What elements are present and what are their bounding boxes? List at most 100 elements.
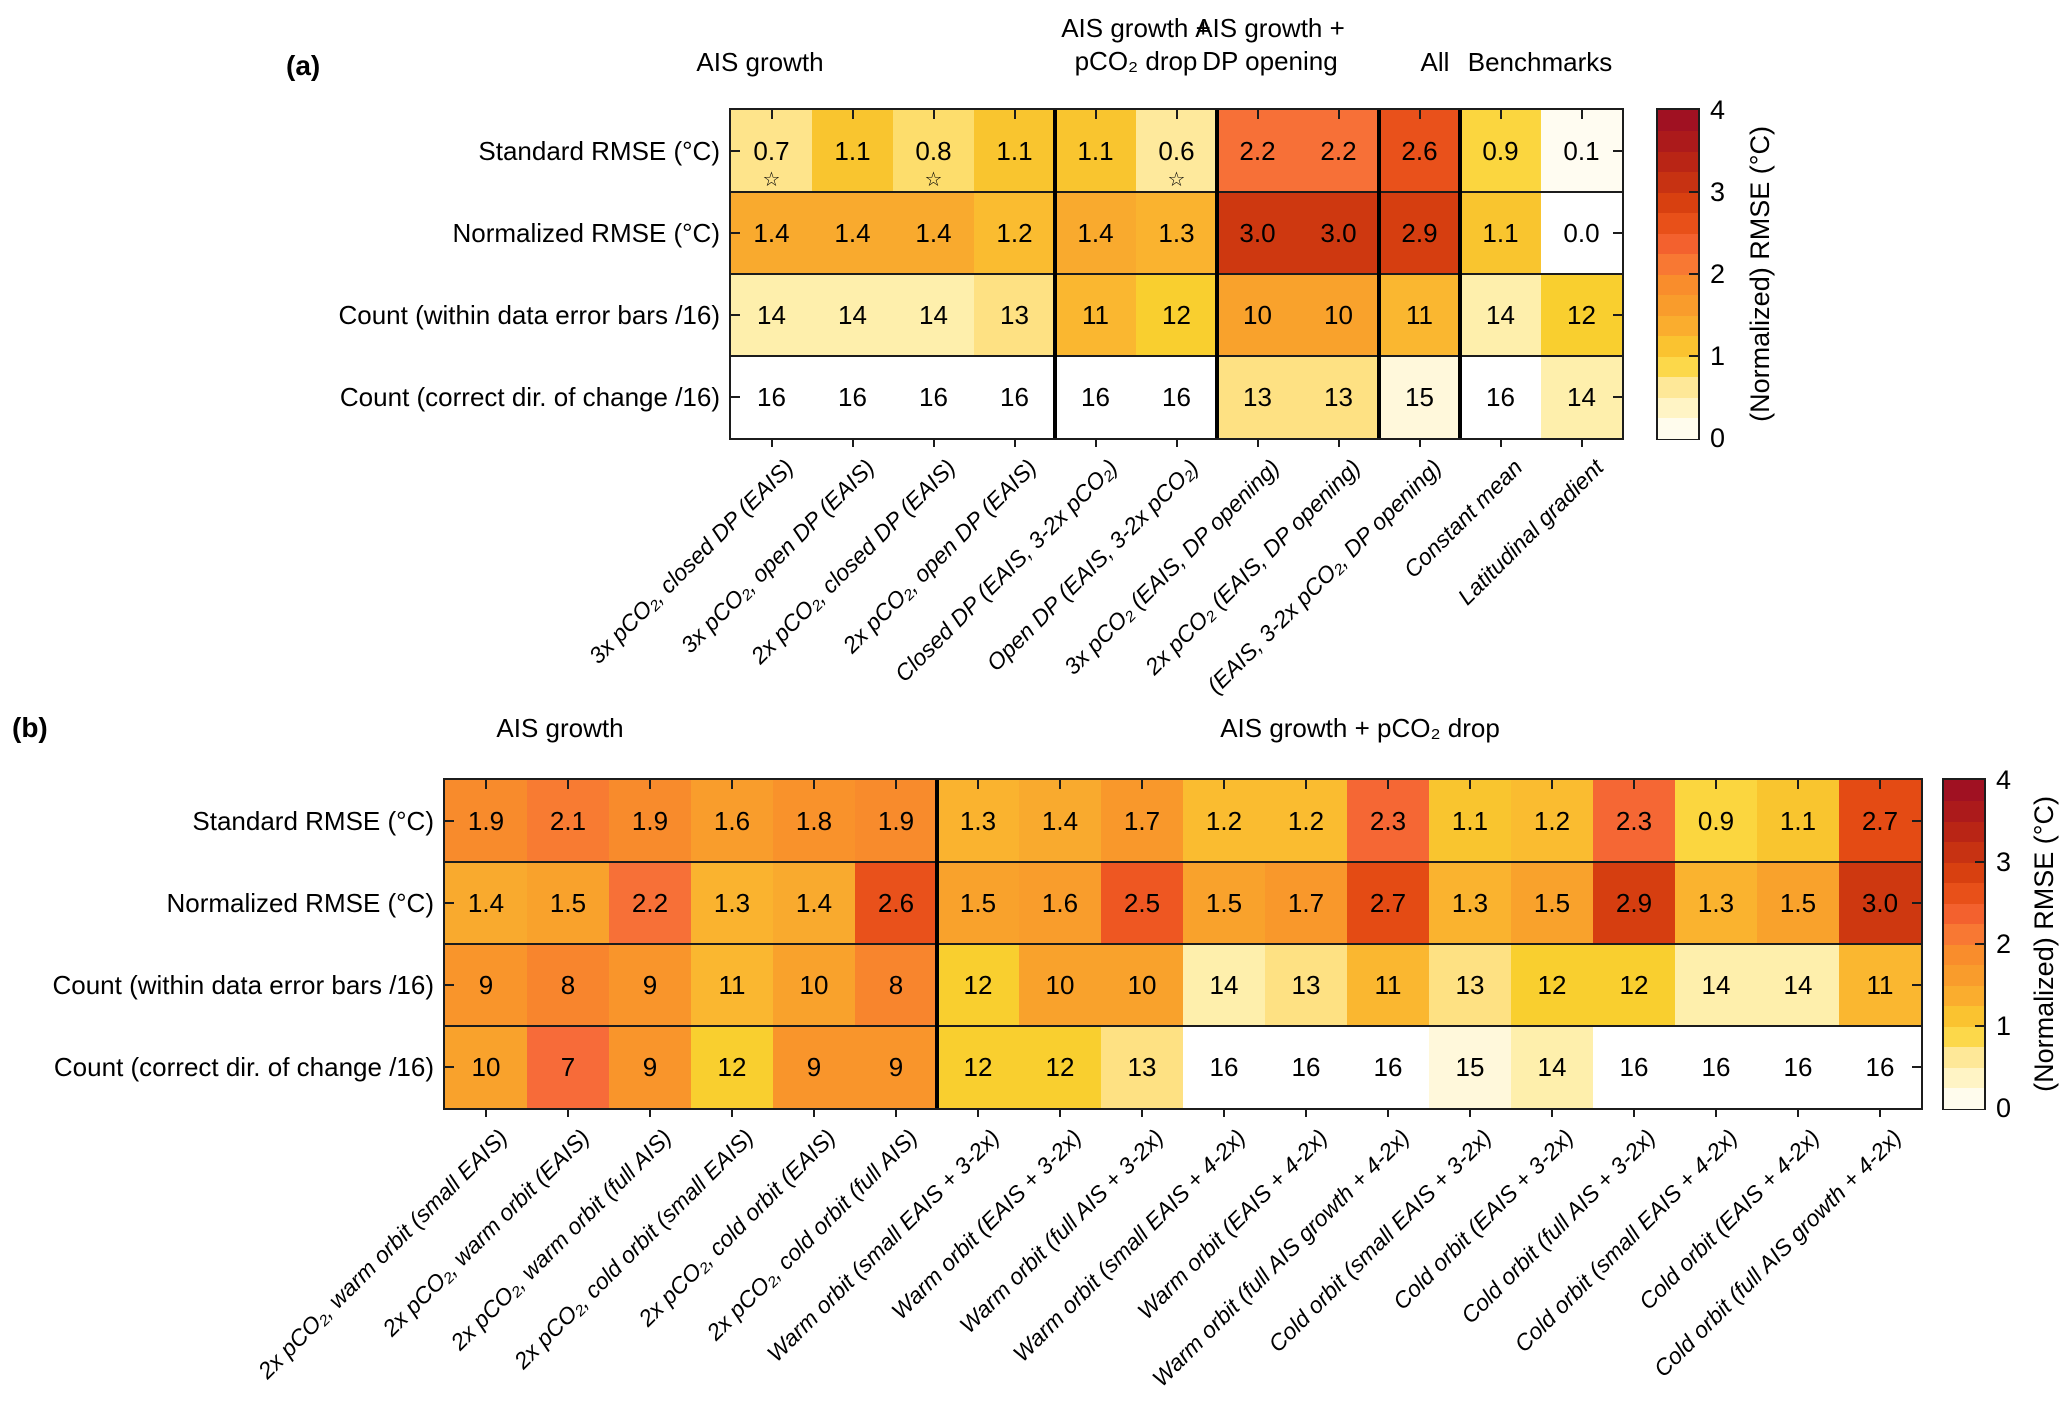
cell-value: 16 xyxy=(1619,1051,1649,1082)
cell-value: 1.5 xyxy=(549,887,587,918)
tick-mark xyxy=(1499,110,1502,119)
heatmap-cell: 16 xyxy=(812,356,893,438)
tick-mark xyxy=(1613,314,1622,316)
tick-mark xyxy=(445,820,454,822)
cell-value: 16 xyxy=(757,381,786,412)
row-separator xyxy=(445,943,1921,945)
tick-mark xyxy=(1305,1108,1307,1117)
cell-value: 1.7 xyxy=(1123,805,1161,836)
tick-mark xyxy=(649,1108,651,1117)
tick-mark xyxy=(1387,1108,1389,1117)
cell-value: 16 xyxy=(919,381,948,412)
cell-value: 13 xyxy=(1455,969,1485,1000)
cell-value: 14 xyxy=(838,299,867,330)
tick-mark xyxy=(932,438,935,447)
heatmap-cell: 14 xyxy=(1460,274,1541,356)
tick-mark xyxy=(1912,1066,1921,1068)
tick-mark xyxy=(770,110,773,119)
cell-value: 12 xyxy=(1619,969,1649,1000)
tick-mark xyxy=(1013,110,1016,119)
colorbar-band xyxy=(1944,923,1984,945)
heatmap-cell: 1.3 xyxy=(1675,862,1757,944)
heatmap-cell: 1.5 xyxy=(1183,862,1265,944)
heatmap-cell: 0.0 xyxy=(1541,192,1622,274)
heatmap-cell: 1.2 xyxy=(1511,780,1593,862)
colorbar-tick-label: 4 xyxy=(1996,765,2012,795)
tick-mark xyxy=(932,110,935,119)
row-label: Count (within data error bars /16) xyxy=(338,300,720,330)
row-separator xyxy=(731,355,1622,357)
cell-value: 1.4 xyxy=(915,217,952,248)
cell-value: 1.5 xyxy=(1533,887,1571,918)
cell-value: 1.1 xyxy=(1077,135,1114,166)
cell-value: 13 xyxy=(1127,1051,1157,1082)
colorbar-band xyxy=(1944,780,1984,801)
heatmap-cell: 8 xyxy=(527,944,609,1026)
tick-mark xyxy=(895,1108,897,1117)
colorbar-tick-label: 4 xyxy=(1710,95,1726,125)
heatmap-cell: 1.5 xyxy=(1757,862,1839,944)
heatmap-cell: 16 xyxy=(893,356,974,438)
colorbar-band xyxy=(1944,882,1984,904)
panel-label-a: (a) xyxy=(286,50,321,81)
cell-value: 11 xyxy=(1082,299,1109,330)
column-group-header: AIS growth + pCO₂ drop xyxy=(816,12,1456,78)
cell-value: 1.2 xyxy=(1533,805,1571,836)
cell-value: 10 xyxy=(1243,299,1272,330)
cell-value: 11 xyxy=(718,969,746,1000)
tick-mark xyxy=(1418,438,1421,447)
colorbar-tick-mark xyxy=(1689,355,1698,357)
heatmap-cell: 11 xyxy=(1055,274,1136,356)
column-group-header: Benchmarks xyxy=(1220,46,1860,79)
cell-value: 2.7 xyxy=(1861,805,1899,836)
tick-mark xyxy=(1551,780,1553,789)
cell-value: 2.6 xyxy=(1401,135,1438,166)
cell-value: 13 xyxy=(1243,381,1272,412)
tick-mark xyxy=(1175,110,1178,119)
cell-value: 1.4 xyxy=(834,217,871,248)
heatmap-cell: 1.1 xyxy=(1429,780,1511,862)
cell-value: 1.9 xyxy=(467,805,505,836)
colorbar-band xyxy=(1944,1046,1984,1068)
cell-value: 14 xyxy=(1783,969,1813,1000)
colorbar-band xyxy=(1658,253,1698,275)
cell-value: 1.6 xyxy=(713,805,751,836)
colorbar-band xyxy=(1944,821,1984,842)
cell-value: 2.7 xyxy=(1369,887,1407,918)
cell-value: 12 xyxy=(1537,969,1567,1000)
heatmap-cell: 2.3 xyxy=(1347,780,1429,862)
heatmap-cell: 11 xyxy=(1347,944,1429,1026)
cell-value: 0.8 xyxy=(915,135,952,166)
group-separator xyxy=(935,780,939,1108)
heatmap-cell: 14 xyxy=(1675,944,1757,1026)
colorbar-band xyxy=(1944,1087,1984,1109)
cell-value: 1.3 xyxy=(1697,887,1735,918)
heatmap-cell: 1.7 xyxy=(1101,780,1183,862)
cell-value: 0.9 xyxy=(1482,135,1519,166)
tick-mark xyxy=(731,150,740,152)
cell-value: 1.3 xyxy=(1158,217,1195,248)
colorbar-band xyxy=(1658,335,1698,357)
colorbar-band xyxy=(1658,171,1698,193)
heatmap-cell: 13 xyxy=(1298,356,1379,438)
heatmap-cell: 2.2 xyxy=(1217,110,1298,192)
heatmap-cell: 16 xyxy=(1460,356,1541,438)
heatmap-cell: 0.7 ☆ xyxy=(731,110,812,192)
colorbar-axis-label-a: (Normalized) RMSE (°C) xyxy=(1744,126,1775,422)
tick-mark xyxy=(1337,438,1340,447)
tick-mark xyxy=(1094,110,1097,119)
heatmap-cell: 3.0 xyxy=(1839,862,1921,944)
tick-mark xyxy=(1633,780,1635,789)
cell-value: 12 xyxy=(717,1051,747,1082)
cell-value: 1.1 xyxy=(834,135,871,166)
heatmap-cell: 1.3 xyxy=(1136,192,1217,274)
cell-value: 16 xyxy=(1783,1051,1813,1082)
colorbar-tick-label: 2 xyxy=(1996,929,2012,959)
panel-label-b: (b) xyxy=(12,712,48,743)
colorbar-tick-label: 0 xyxy=(1710,423,1726,453)
colorbar-tick-mark xyxy=(1689,273,1698,275)
heatmap-cell: 1.3 xyxy=(1429,862,1511,944)
cell-value: 1.2 xyxy=(1205,805,1243,836)
cell-value: 3.0 xyxy=(1861,887,1899,918)
